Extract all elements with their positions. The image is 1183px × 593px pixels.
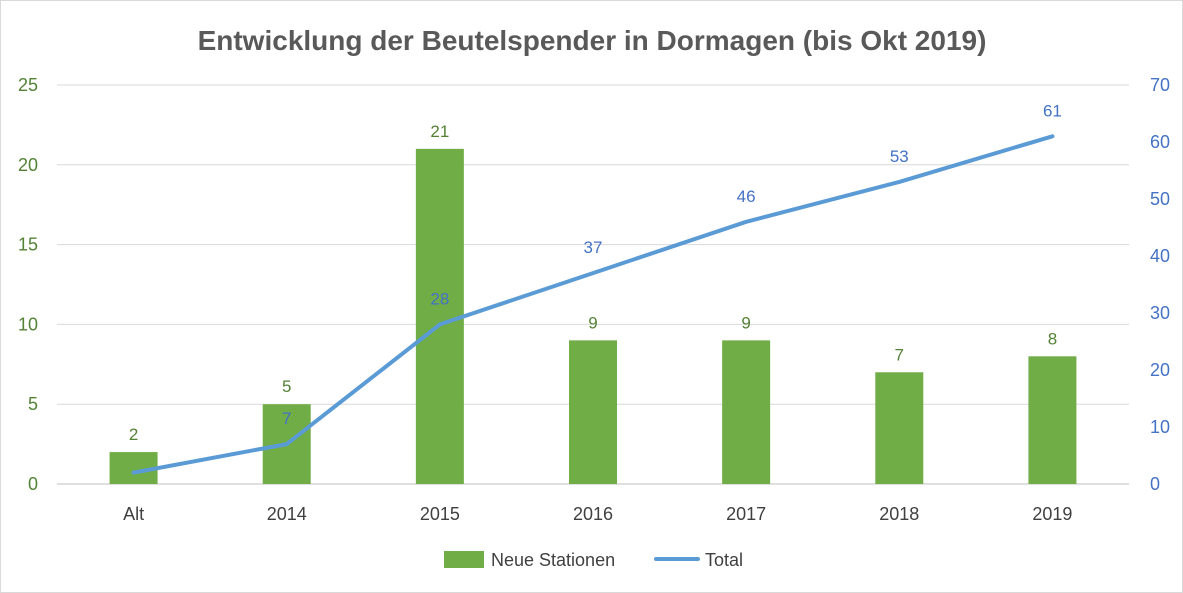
- x-tick-label: 2016: [573, 504, 613, 524]
- line-data-label: 61: [1043, 101, 1062, 120]
- y-left-tick-label: 5: [28, 394, 38, 414]
- legend: Neue Stationen Total: [444, 550, 743, 570]
- x-tick-label: 2014: [267, 504, 307, 524]
- y-right-tick-label: 60: [1150, 132, 1170, 152]
- line-data-label: 46: [737, 187, 756, 206]
- bar-series: [109, 148, 1077, 484]
- y-right-tick-label: 50: [1150, 189, 1170, 209]
- line-data-label: 7: [282, 409, 291, 428]
- y-right-tick-label: 40: [1150, 246, 1170, 266]
- y-right-tick-label: 30: [1150, 303, 1170, 323]
- total-line: [131, 134, 1055, 475]
- legend-swatch-bar: [444, 551, 484, 568]
- legend-label-bar: Neue Stationen: [491, 550, 615, 570]
- y-left-tick-label: 25: [18, 75, 38, 95]
- bar-data-label: 21: [430, 122, 449, 141]
- line-data-label: 37: [584, 238, 603, 257]
- bar-data-label: 5: [282, 377, 291, 396]
- bar-data-label: 7: [895, 345, 904, 364]
- data-labels: 2 5 21 9 9 7 8 7 28 37 46 53 61: [129, 101, 1062, 444]
- gridlines: [57, 84, 1129, 485]
- line-data-label: 53: [890, 147, 909, 166]
- x-tick-label: 2018: [879, 504, 919, 524]
- x-tick-label: Alt: [123, 504, 144, 524]
- y-right-tick-label: 10: [1150, 417, 1170, 437]
- line-data-label: 28: [430, 289, 449, 308]
- bar: [415, 148, 464, 484]
- bar: [875, 372, 924, 484]
- legend-label-line: Total: [705, 550, 743, 570]
- y-left-tick-label: 10: [18, 314, 38, 334]
- bar-data-label: 9: [588, 313, 597, 332]
- bar: [1028, 356, 1077, 484]
- x-tick-label: 2019: [1032, 504, 1072, 524]
- chart-title: Entwicklung der Beutelspender in Dormage…: [198, 25, 987, 56]
- line-series: [131, 134, 1055, 475]
- y-right-tick-label: 20: [1150, 360, 1170, 380]
- bar-data-label: 2: [129, 425, 138, 444]
- bar: [722, 340, 771, 484]
- y-left-tick-label: 0: [28, 474, 38, 494]
- bar-data-label: 8: [1048, 329, 1057, 348]
- y-left-tick-label: 20: [18, 155, 38, 175]
- y-right-tick-label: 70: [1150, 75, 1170, 95]
- y-left-tick-label: 15: [18, 235, 38, 255]
- bar: [569, 340, 617, 484]
- x-tick-label: 2017: [726, 504, 766, 524]
- y-right-tick-label: 0: [1150, 474, 1160, 494]
- bar-data-label: 9: [741, 313, 750, 332]
- x-tick-label: 2015: [420, 504, 460, 524]
